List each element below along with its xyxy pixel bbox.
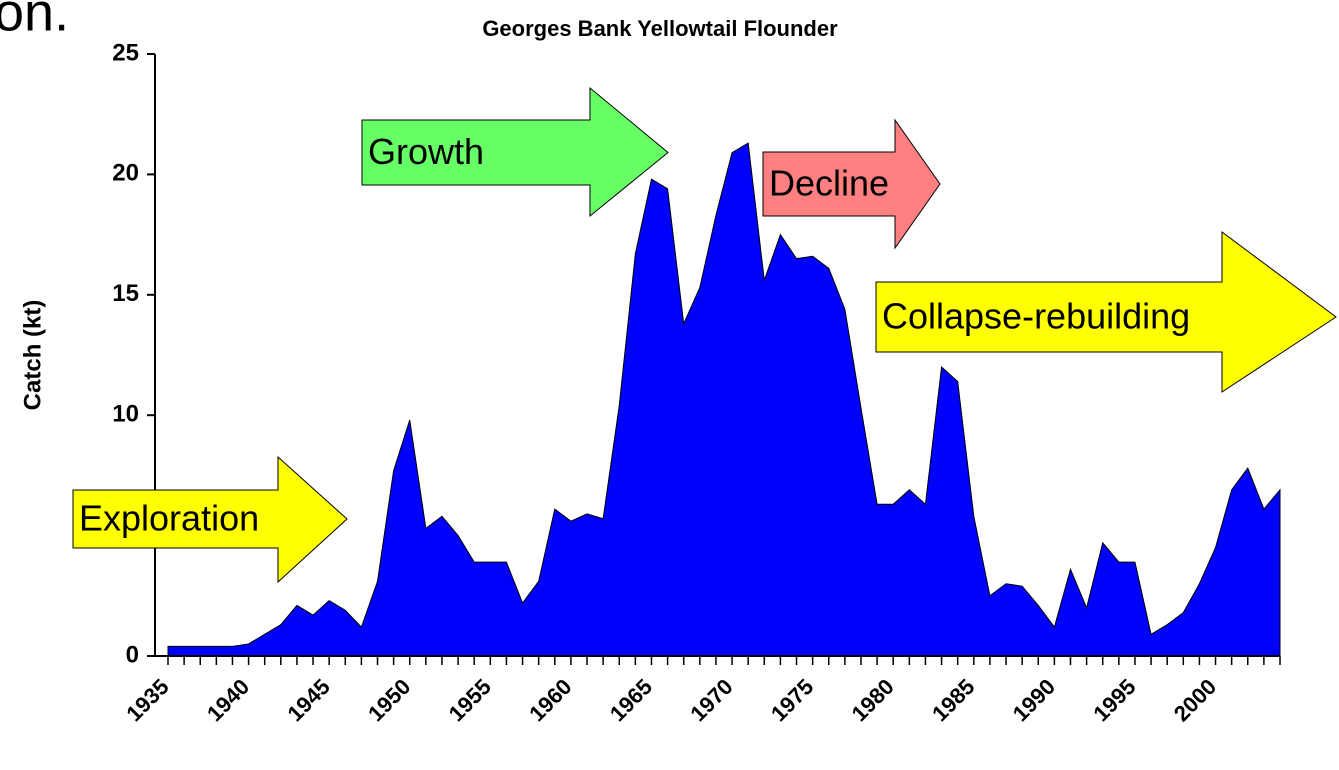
area (167, 142, 1281, 657)
chart-title: Georges Bank Yellowtail Flounder (482, 16, 838, 41)
x-tick-label: 1980 (847, 674, 899, 726)
x-tick-label: 1935 (121, 674, 173, 726)
y-tick-label: 10 (112, 401, 139, 428)
x-tick-label: 1985 (927, 674, 979, 726)
annotation-arrow (72, 455, 348, 584)
y-tick-label: 0 (126, 641, 139, 668)
annotation-arrow (875, 231, 1337, 393)
x-tick-label: 1965 (605, 674, 657, 726)
annotation-label: Decline (769, 163, 889, 204)
x-tick-label: 1940 (202, 674, 254, 726)
x-tick-label: 1990 (1008, 674, 1060, 726)
slide-fragment: on. (0, 0, 69, 42)
annotation-label: Growth (368, 131, 484, 172)
annotation-label: Collapse-rebuilding (882, 296, 1190, 337)
x-tick-label: 1970 (685, 674, 737, 726)
y-axis-label: Catch (kt) (19, 300, 46, 411)
x-tick-label: 1975 (766, 674, 818, 726)
x-tick-label: 1950 (363, 674, 415, 726)
x-tick-label: 1960 (524, 674, 576, 726)
x-tick-label: 2000 (1169, 674, 1221, 726)
annotation-label: Exploration (79, 498, 259, 539)
x-tick-label: 1945 (283, 674, 335, 726)
x-tick-label: 1995 (1088, 674, 1140, 726)
annotation-arrow (361, 86, 669, 218)
annotation-arrow (762, 118, 941, 250)
y-tick-label: 20 (112, 160, 139, 187)
x-tick-label: 1955 (444, 674, 496, 726)
y-tick-label: 15 (112, 280, 139, 307)
y-tick-label: 25 (112, 39, 139, 66)
